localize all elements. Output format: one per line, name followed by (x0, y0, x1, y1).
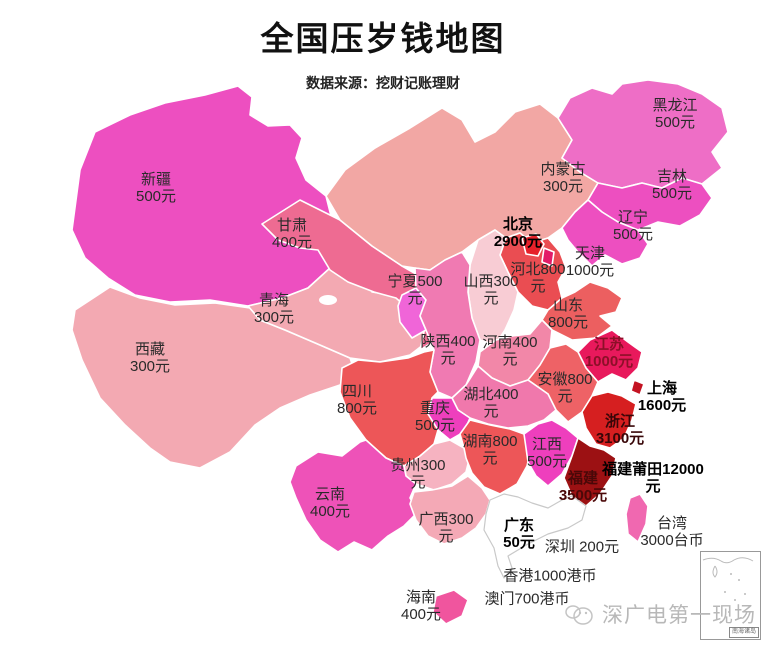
label-gansu: 甘肃 400元 (271, 217, 313, 251)
label-guizhou: 贵州300 元 (390, 457, 446, 491)
region-shandong-shape (541, 281, 623, 341)
label-shandong: 山东 800元 (547, 297, 589, 331)
label-shanxi: 山西300 元 (463, 273, 519, 307)
label-guangdong: 广东 50元 (503, 517, 535, 551)
label-macau: 澳门700港币 (484, 590, 570, 608)
label-jilin: 吉林 500元 (651, 168, 693, 202)
label-taiwan: 台湾 3000台币 (640, 515, 704, 549)
label-beijing: 北京 2900元 (493, 216, 543, 250)
label-henan: 河南400 元 (482, 334, 538, 368)
label-chongqing: 重庆 500元 (414, 400, 456, 434)
region-xinjiang-shape (71, 85, 333, 307)
label-shanghai: 上海 1600元 (637, 380, 687, 414)
label-hunan: 湖南800 元 (462, 433, 518, 467)
page-title: 全国压岁钱地图 (260, 20, 506, 57)
region-xizang-shape (71, 286, 356, 469)
label-fujian: 福建 3500元 (558, 470, 608, 504)
label-hainan: 海南 400元 (400, 589, 442, 623)
label-shenzhen: 深圳 200元 (544, 538, 620, 556)
region-hunan-shape (459, 419, 532, 495)
label-shaanxi: 陕西400 元 (420, 333, 476, 367)
region-guangdong-shape (483, 493, 587, 579)
label-jiangxi: 江西 500元 (526, 436, 568, 470)
region-heilongjiang-shape (557, 79, 729, 189)
label-hongkong: 香港1000港币 (503, 567, 597, 585)
label-neimenggu: 内蒙古 300元 (540, 161, 586, 195)
label-guangxi: 广西300 元 (418, 511, 474, 545)
label-yunnan: 云南 400元 (309, 486, 351, 520)
label-ningxia: 宁夏500 元 (387, 273, 443, 307)
region-hainan-shape (432, 589, 469, 625)
label-jiangsu: 江苏 1000元 (584, 336, 634, 370)
label-fujian-putian: 福建莆田12000 元 (602, 461, 704, 495)
inset-islands (702, 557, 754, 623)
watermark: 深广电第一现场 (564, 599, 756, 629)
region-guangxi-shape (409, 475, 491, 545)
watermark-mascot-icon (565, 605, 593, 625)
region-zhejiang-shape (581, 391, 637, 449)
label-tianjin: 天津 1000元 (565, 245, 615, 279)
region-hubei-shape (451, 365, 557, 429)
label-xizang: 西藏 300元 (129, 341, 171, 375)
south-china-sea-inset: 南海诸岛 (700, 551, 761, 640)
inset-label: 南海诸岛 (728, 627, 759, 638)
watermark-text: 深广电第一现场 (602, 604, 756, 627)
region-liaoning-shape (561, 199, 649, 267)
region-taiwan-shape (625, 493, 649, 543)
label-xinjiang: 新疆 500元 (135, 171, 177, 205)
label-hebei: 河北800 元 (510, 261, 566, 295)
label-sichuan: 四川 800元 (336, 383, 378, 417)
qinghai-lake (319, 295, 337, 305)
label-anhui: 安徽800 元 (537, 371, 593, 405)
region-beijing-shape (521, 233, 545, 257)
region-tianjin-shape (541, 247, 555, 267)
region-fujian-shape (563, 437, 617, 507)
region-shanghai-shape (630, 379, 645, 396)
label-hubei: 湖北400 元 (463, 386, 519, 420)
label-zhejiang: 浙江 3100元 (595, 413, 645, 447)
label-heilongjiang: 黑龙江 500元 (652, 97, 698, 131)
data-source-subtitle: 数据来源：挖财记账理财 (306, 75, 460, 91)
label-qinghai: 青海 300元 (253, 292, 295, 326)
label-liaoning: 辽宁 500元 (612, 209, 654, 243)
